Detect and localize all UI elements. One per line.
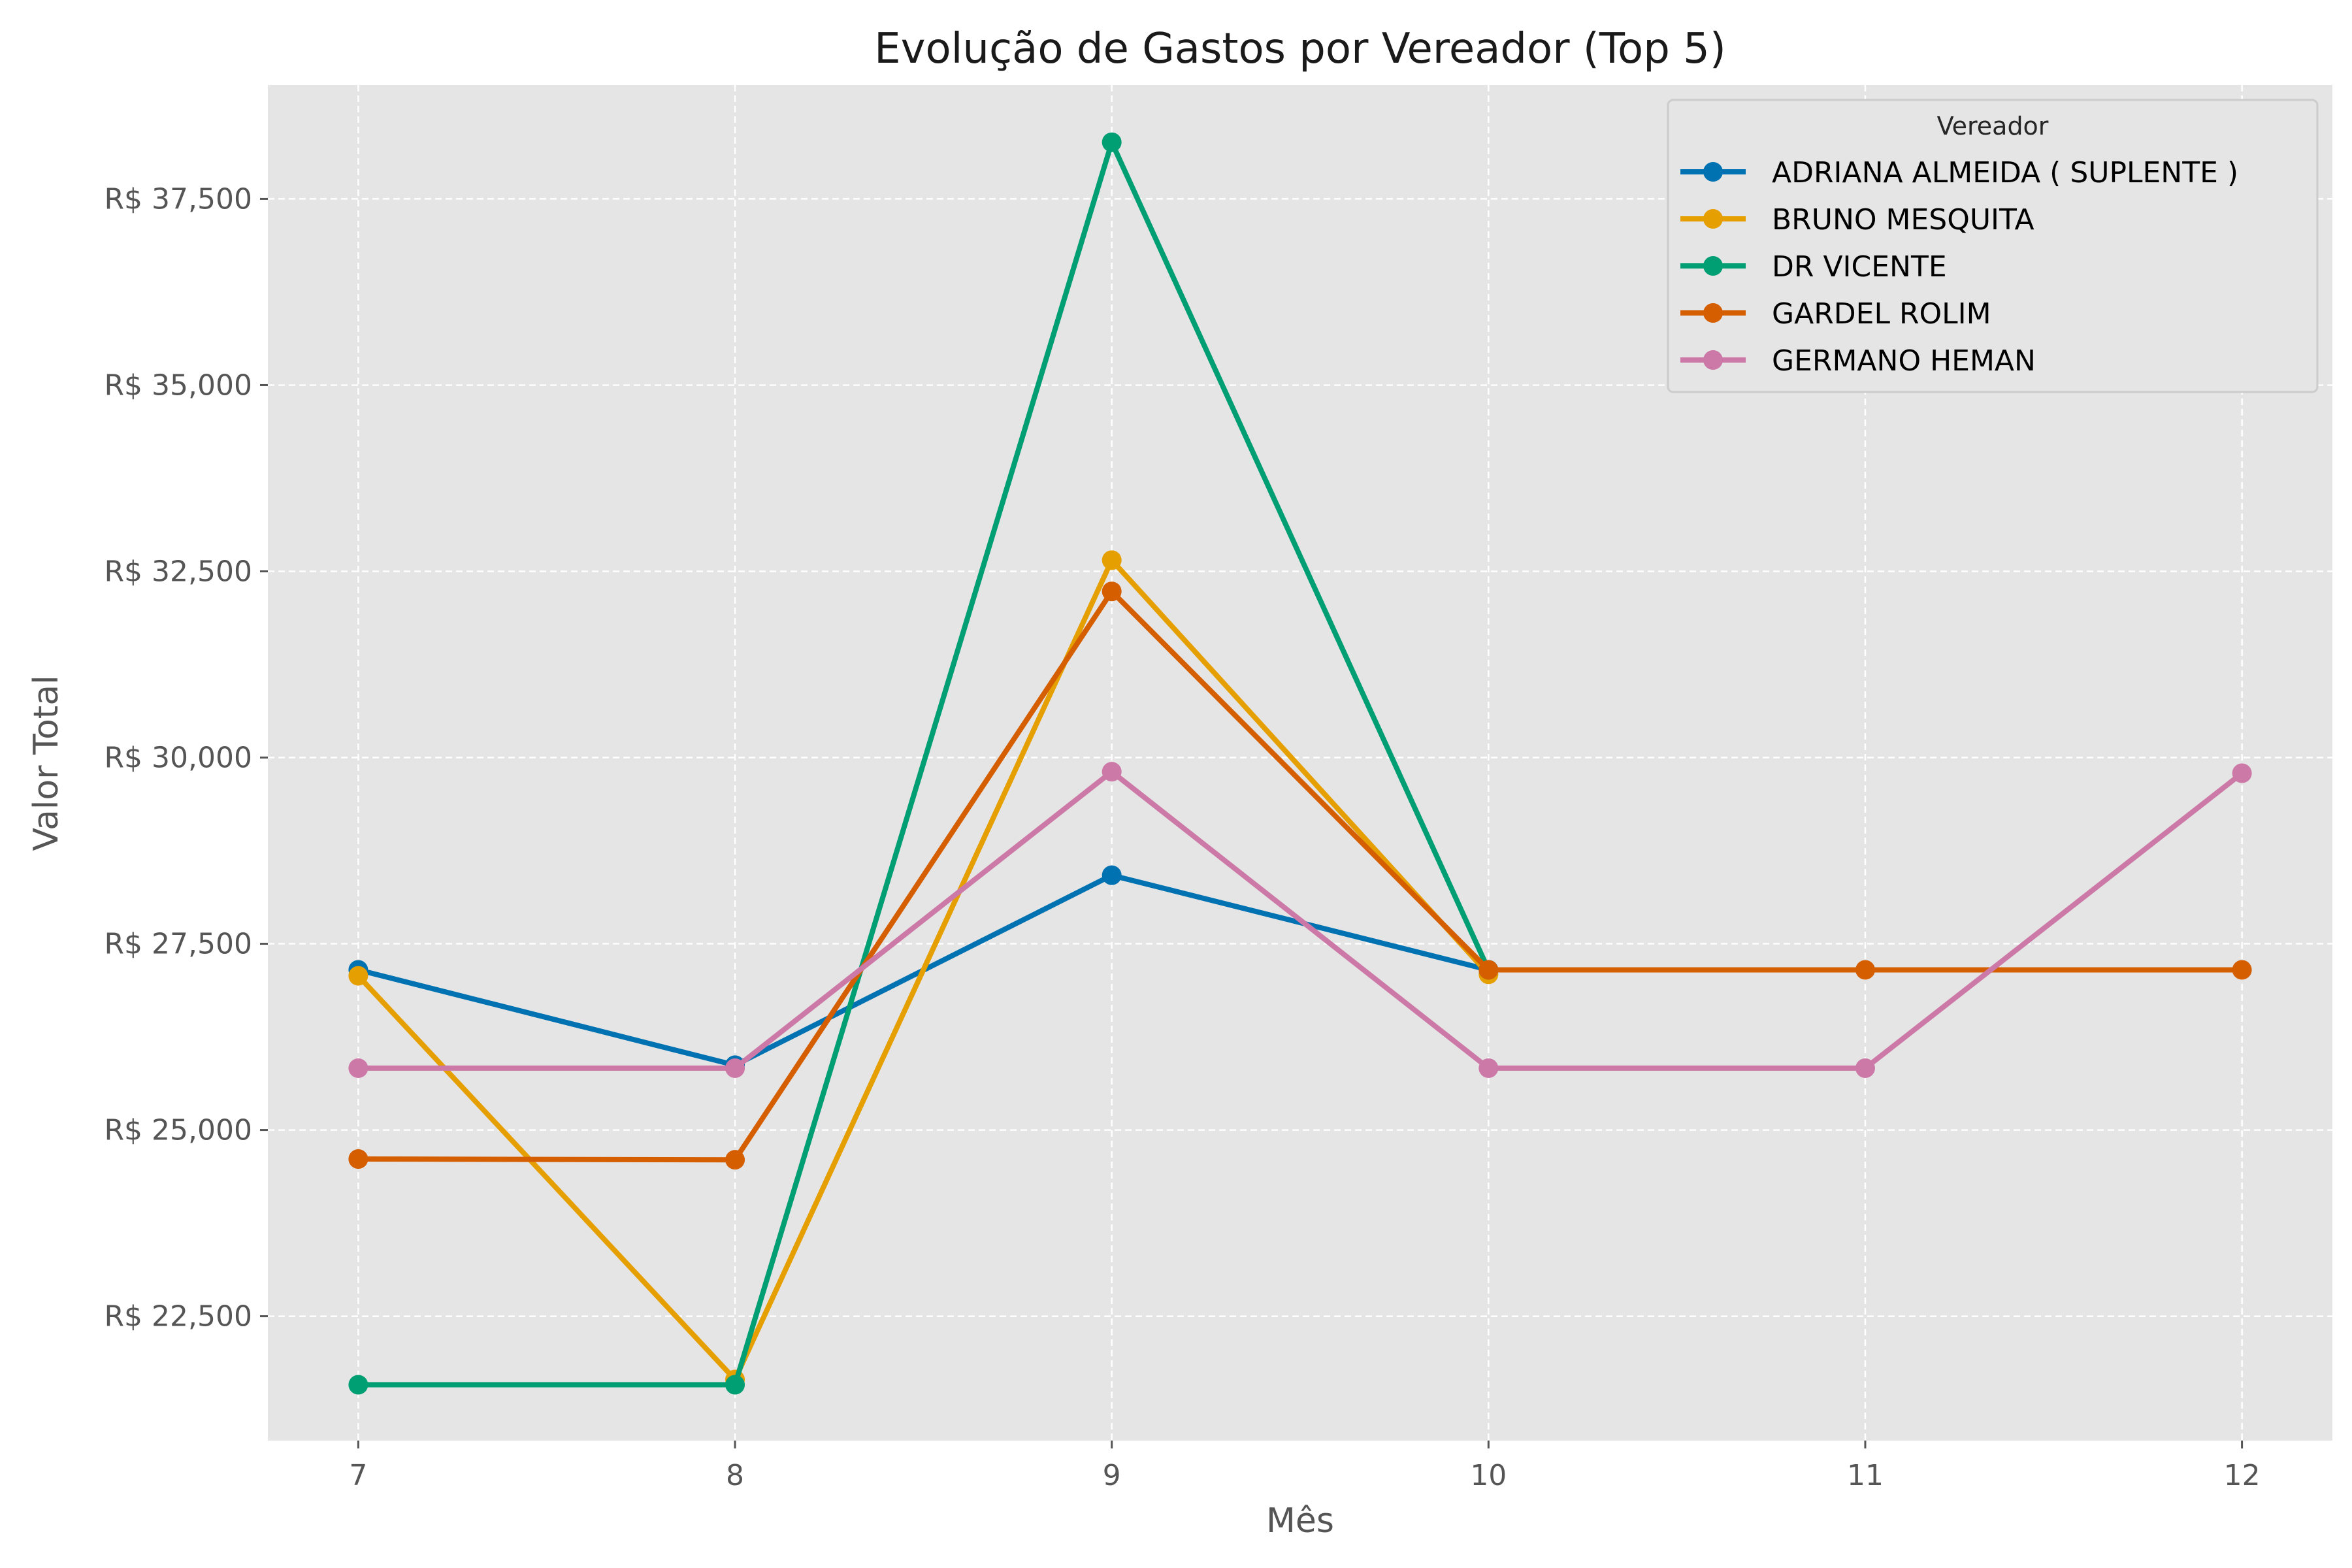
legend-marker (1703, 303, 1723, 323)
data-point (1855, 960, 1875, 980)
y-tick-label: R$ 27,500 (104, 928, 252, 961)
data-point (348, 966, 368, 986)
chart-title: Evolução de Gastos por Vereador (Top 5) (874, 25, 1726, 73)
y-tick-label: R$ 37,500 (104, 182, 252, 216)
series-line (356, 557, 1491, 1382)
y-tick-label: R$ 35,000 (104, 368, 252, 402)
axes: 7 8 9 10 11 12 R$ 22,500 R$ 25,000 R$ 27,500 R$ 3… (104, 182, 2260, 1492)
series-layer (348, 132, 2252, 1395)
legend-label: ADRIANA ALMEIDA ( SUPLENTE ) (1772, 156, 2238, 189)
x-tick-label: 9 (1103, 1459, 1121, 1492)
data-point (2232, 960, 2252, 980)
legend-marker (1703, 256, 1723, 276)
data-point (2232, 763, 2252, 783)
x-tick-label: 11 (1847, 1459, 1884, 1492)
data-point (725, 1375, 745, 1395)
data-point (1478, 1058, 1499, 1078)
legend-label: BRUNO MESQUITA (1772, 203, 2034, 237)
data-point (1102, 581, 1122, 602)
legend-label: DR VICENTE (1772, 250, 1947, 284)
data-point (1102, 132, 1122, 152)
x-axis-label: Mês (1266, 1501, 1334, 1541)
series-4 (348, 762, 2252, 1078)
legend-entry: ADRIANA ALMEIDA ( SUPLENTE ) (1680, 156, 2238, 189)
x-tick-label: 12 (2224, 1459, 2261, 1492)
data-point (1102, 762, 1122, 782)
legend-box (1667, 99, 2319, 393)
data-point (348, 1375, 368, 1395)
series-2 (348, 132, 1499, 1395)
x-tick-label: 7 (349, 1459, 367, 1492)
y-axis-label: Valor Total (27, 675, 66, 851)
data-point (1102, 550, 1122, 570)
series-line (358, 769, 2244, 1071)
data-point (725, 1058, 745, 1078)
x-tick-label: 8 (726, 1459, 744, 1492)
legend-marker (1703, 209, 1723, 229)
legend: Vereador ADRIANA ALMEIDA ( SUPLENTE ) BRU… (1667, 99, 2319, 393)
legend-entry: GARDEL ROLIM (1680, 297, 1991, 331)
legend-entry: DR VICENTE (1680, 250, 1947, 284)
legend-label: GARDEL ROLIM (1772, 297, 1991, 331)
legend-marker (1703, 350, 1723, 370)
legend-entry: GERMANO HEMAN (1680, 344, 2036, 378)
data-point (1102, 865, 1122, 885)
y-tick-label: R$ 32,500 (104, 555, 252, 588)
y-tick-label: R$ 25,000 (104, 1114, 252, 1147)
series-line (358, 589, 2242, 1163)
data-point (725, 1150, 745, 1170)
data-point (1855, 1058, 1875, 1078)
data-point (1478, 960, 1499, 980)
data-point (348, 1149, 368, 1169)
y-tick-label: R$ 22,500 (104, 1300, 252, 1333)
legend-marker (1703, 162, 1723, 182)
legend-entry: BRUNO MESQUITA (1680, 203, 2034, 237)
data-point (348, 1058, 368, 1078)
legend-label: GERMANO HEMAN (1772, 344, 2036, 378)
x-tick-label: 10 (1470, 1459, 1507, 1492)
series-3 (348, 581, 2252, 1170)
legend-title: Vereador (1937, 112, 2049, 140)
series-line (358, 139, 1491, 1388)
y-tick-label: R$ 30,000 (104, 742, 252, 775)
legend-entries: ADRIANA ALMEIDA ( SUPLENTE ) BRUNO MESQUI… (1680, 156, 2238, 378)
